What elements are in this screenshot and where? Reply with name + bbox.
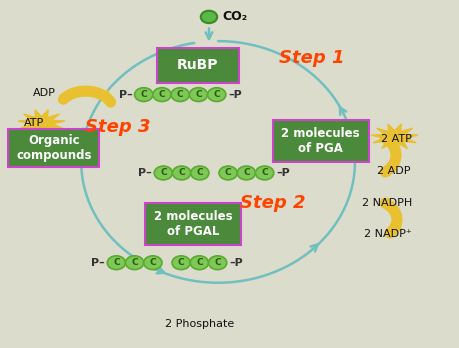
Text: CO₂: CO₂ (223, 10, 248, 23)
Text: C: C (261, 168, 268, 177)
Circle shape (144, 256, 162, 270)
Text: C: C (113, 258, 120, 267)
Circle shape (171, 88, 190, 102)
Text: ATP: ATP (24, 118, 45, 128)
Circle shape (173, 166, 191, 180)
Text: C: C (178, 168, 185, 177)
Text: C: C (178, 258, 185, 267)
Circle shape (190, 256, 208, 270)
Text: C: C (140, 90, 147, 99)
Text: 2 ADP: 2 ADP (377, 166, 410, 175)
Circle shape (190, 88, 207, 102)
Text: –P: –P (229, 89, 242, 100)
Polygon shape (18, 110, 65, 136)
Text: 2 NADPH: 2 NADPH (362, 198, 412, 208)
Text: RuBP: RuBP (177, 58, 218, 72)
Text: C: C (159, 90, 165, 99)
Text: C: C (131, 258, 138, 267)
Text: C: C (195, 90, 202, 99)
Text: 2 molecules
of PGAL: 2 molecules of PGAL (154, 210, 232, 238)
FancyBboxPatch shape (157, 48, 239, 82)
Text: Step 3: Step 3 (85, 118, 151, 136)
Text: –P: –P (230, 258, 243, 268)
FancyBboxPatch shape (8, 129, 100, 167)
Text: C: C (196, 168, 203, 177)
Text: P–: P– (118, 89, 132, 100)
Text: C: C (196, 258, 203, 267)
Text: 2 ATP: 2 ATP (381, 134, 411, 144)
Text: ADP: ADP (34, 88, 56, 98)
FancyBboxPatch shape (145, 203, 241, 245)
Text: C: C (150, 258, 156, 267)
Text: Step 1: Step 1 (279, 49, 344, 68)
Circle shape (154, 166, 173, 180)
Text: 2 NADP⁺: 2 NADP⁺ (364, 229, 412, 239)
Text: Step 2: Step 2 (240, 194, 306, 212)
Polygon shape (371, 124, 418, 151)
Circle shape (201, 11, 217, 23)
FancyBboxPatch shape (273, 120, 369, 162)
Text: C: C (225, 168, 231, 177)
Circle shape (172, 256, 190, 270)
Text: C: C (160, 168, 167, 177)
Text: P–: P– (91, 258, 105, 268)
Text: C: C (213, 90, 220, 99)
Text: C: C (214, 258, 221, 267)
Circle shape (256, 166, 274, 180)
Circle shape (125, 256, 144, 270)
Circle shape (107, 256, 125, 270)
Circle shape (237, 166, 256, 180)
Text: Organic
compounds: Organic compounds (16, 134, 92, 162)
Circle shape (208, 256, 227, 270)
Circle shape (191, 166, 209, 180)
Text: C: C (243, 168, 250, 177)
Circle shape (219, 166, 237, 180)
Text: –P: –P (276, 168, 290, 178)
Text: 2 Phosphate: 2 Phosphate (165, 319, 235, 329)
Text: P–: P– (138, 168, 152, 178)
Text: 2 molecules
of PGA: 2 molecules of PGA (281, 127, 360, 155)
Text: C: C (177, 90, 184, 99)
Circle shape (153, 88, 171, 102)
Circle shape (207, 88, 226, 102)
Circle shape (134, 88, 153, 102)
